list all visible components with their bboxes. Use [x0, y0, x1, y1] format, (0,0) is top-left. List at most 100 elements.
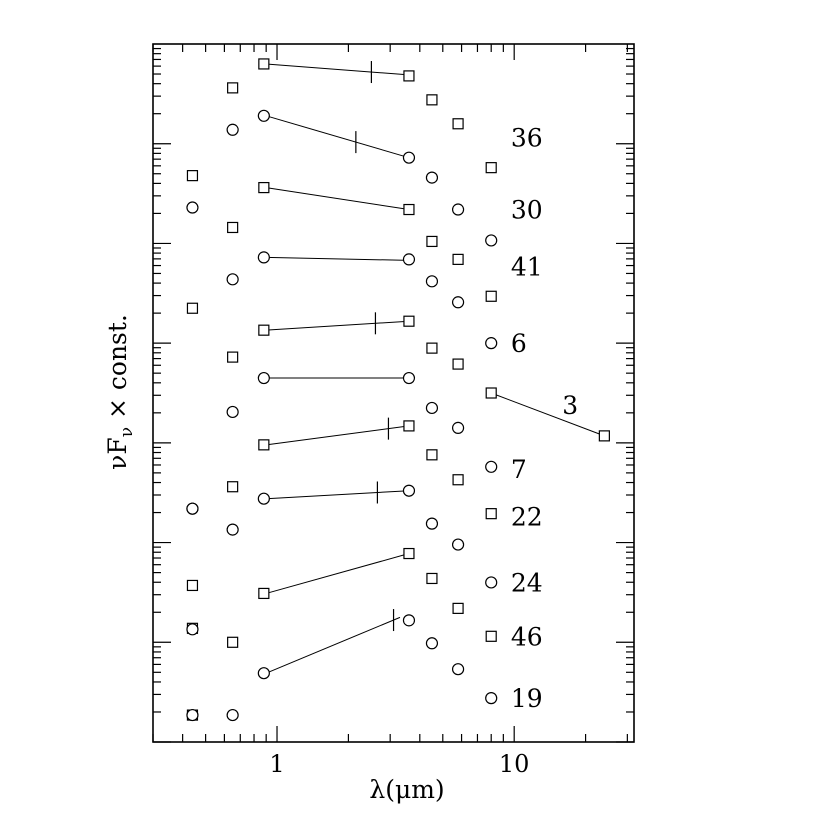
markers-layer [186, 58, 610, 722]
data-point-circle [186, 201, 199, 214]
x-tick-label: 1 [269, 750, 284, 778]
series-label: 6 [511, 329, 527, 358]
data-point-square [186, 579, 199, 592]
data-point-circle [402, 484, 416, 497]
data-point-square [452, 118, 464, 130]
fit-line [266, 256, 409, 261]
data-point-circle [226, 405, 239, 419]
data-point-circle [425, 171, 439, 184]
data-point-square [598, 430, 610, 442]
data-point-circle [451, 296, 465, 309]
y-axis-label-f: F [103, 437, 132, 454]
data-point-circle [402, 253, 416, 266]
data-point-square [426, 235, 438, 248]
data-point-square [426, 94, 438, 106]
data-point-square [258, 587, 270, 600]
data-point-circle [226, 123, 239, 136]
data-point-circle [451, 421, 465, 434]
data-point-circle [257, 667, 270, 680]
series-label: 30 [511, 196, 543, 225]
y-axis-label: νFν × const. [103, 314, 137, 470]
data-point-square [452, 602, 464, 614]
series-label: 19 [511, 684, 543, 713]
data-point-circle [257, 492, 270, 505]
plot-frame [152, 43, 635, 743]
data-point-circle [186, 623, 199, 636]
data-point-square [452, 253, 464, 265]
data-point-square [403, 420, 415, 432]
data-point-square [186, 302, 199, 314]
data-point-circle [425, 517, 439, 530]
data-point-square [403, 203, 415, 216]
fit-line-ir [491, 392, 605, 437]
data-point-square [227, 221, 239, 234]
data-point-square [485, 508, 497, 520]
data-point-circle [485, 337, 498, 350]
fit-line [266, 425, 410, 446]
series-label: 22 [511, 503, 543, 532]
fit-line [266, 490, 409, 500]
data-point-circle [402, 371, 416, 385]
data-point-square [452, 358, 464, 370]
data-point-square [485, 387, 497, 399]
data-point-circle [485, 692, 498, 705]
data-point-square [227, 82, 239, 94]
axis-ticks-layer: 1 10 [152, 44, 634, 778]
data-point-circle [425, 275, 439, 288]
data-point-circle [186, 502, 199, 515]
data-point-circle [451, 663, 465, 676]
data-point-square [227, 636, 239, 648]
series-label: 46 [511, 622, 543, 651]
data-point-circle [402, 614, 416, 627]
fit-line [266, 553, 410, 594]
data-point-circle [257, 109, 270, 122]
data-point-square [403, 70, 415, 82]
data-point-square [258, 439, 270, 451]
data-point-square [426, 342, 438, 354]
data-point-square [485, 630, 497, 642]
data-point-circle [257, 371, 270, 385]
plot-frame-layer [152, 43, 635, 743]
data-point-square [258, 181, 270, 194]
series-label: 36 [511, 124, 543, 153]
data-point-square [258, 58, 270, 70]
series-labels-layer: 36 30 41 6 3 7 22 24 46 19 [511, 124, 578, 713]
series-label: 3 [562, 391, 578, 420]
data-point-circle [425, 401, 439, 415]
data-point-circle [425, 637, 439, 650]
fit-line [266, 187, 410, 211]
data-point-circle [226, 708, 239, 722]
data-point-circle [451, 538, 465, 551]
y-axis-label-nu: ν [103, 455, 132, 470]
data-point-square [485, 162, 497, 174]
data-point-square [403, 315, 415, 327]
fit-line [266, 320, 409, 331]
data-point-circle [226, 273, 239, 286]
data-point-circle [485, 234, 498, 247]
data-point-square [452, 474, 464, 486]
fit-line [266, 63, 409, 76]
data-point-square [227, 351, 239, 363]
data-point-circle [186, 708, 199, 722]
data-point-square [426, 572, 438, 585]
series-label: 41 [511, 252, 543, 281]
y-axis-label-sub: ν [117, 427, 137, 437]
data-point-square [227, 481, 239, 493]
data-point-circle [451, 203, 465, 216]
data-point-circle [485, 576, 498, 589]
data-point-circle [257, 251, 270, 264]
x-tick-label: 10 [499, 750, 530, 778]
fit-lines-layer [265, 61, 605, 674]
data-point-square [186, 170, 199, 182]
y-axis-label-rest: × const. [103, 314, 132, 427]
x-axis-label: λ(μm) [369, 775, 444, 804]
series-label: 24 [511, 568, 543, 597]
data-point-square [426, 449, 438, 461]
data-point-circle [226, 523, 239, 536]
data-point-square [485, 290, 497, 302]
data-point-circle [485, 460, 498, 473]
fit-line [266, 115, 410, 159]
fit-line [265, 616, 401, 674]
